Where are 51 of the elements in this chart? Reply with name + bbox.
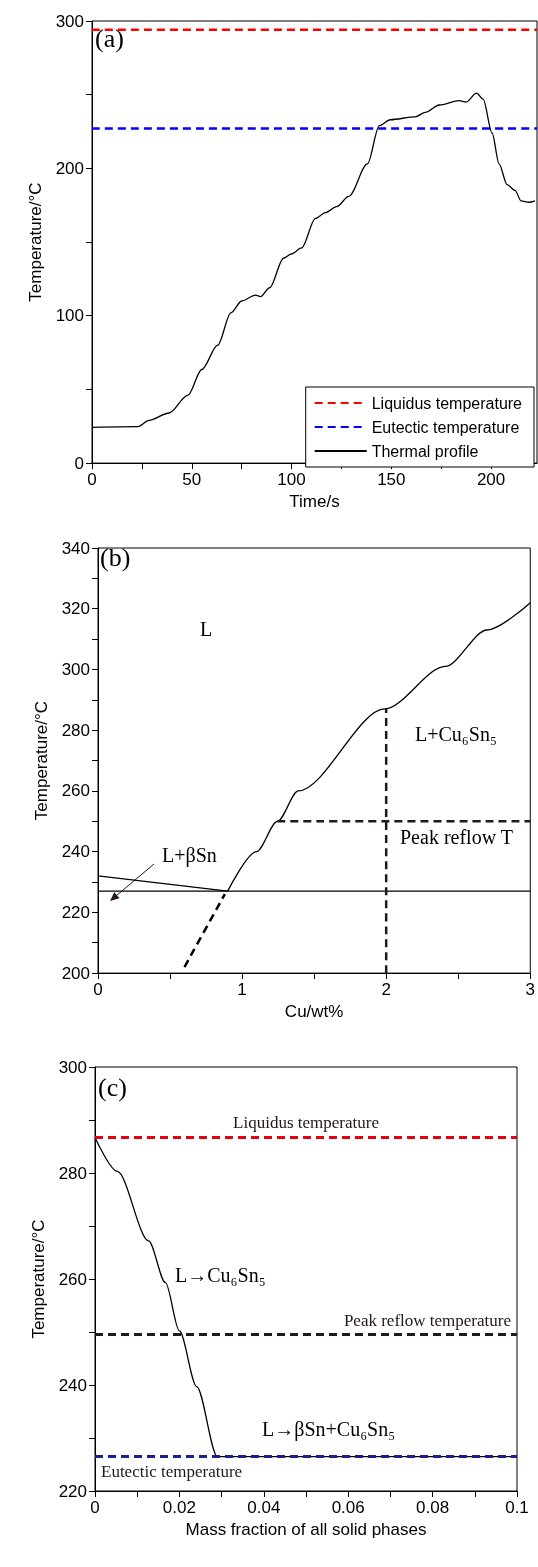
y-tick-label: 220 [58,1481,87,1501]
y-tick-label: 300 [55,11,84,31]
legend-label: Liquidus temperature [371,394,523,412]
ref-line-label: Peak reflow temperature [343,1310,511,1330]
x-tick-label: 0.08 [416,1498,450,1517]
x-tick-label: 0 [93,980,103,1000]
y-tick-label: 320 [61,599,90,619]
annotation: L→βSn+Cu₆Sn₅ [262,1418,396,1441]
y-tick-label: 300 [61,659,90,679]
y-tick-label: 300 [58,1057,87,1077]
y-tick-label: 280 [58,1163,87,1183]
annotation: L+Cu₆Sn₅ [415,723,497,745]
y-axis-title: Temperature/°C [32,700,51,821]
y-tick-label: 340 [61,538,90,558]
y-tick-label: 220 [61,902,90,922]
x-axis-title: Time/s [289,492,340,511]
x-axis-title: Mass fraction of all solid phases [185,1519,427,1539]
x-tick-label: 50 [182,470,202,490]
x-axis-title: Cu/wt% [284,1002,344,1021]
x-tick-label: 3 [525,980,536,1000]
y-axis-title: Temperature/°C [26,182,45,302]
annotation: L [200,618,213,640]
y-tick-label: 200 [61,963,90,983]
annotation: L+βSn [162,844,217,867]
x-tick-label: 100 [277,470,306,490]
legend-label: Eutectic temperature [371,418,520,436]
y-tick-label: 240 [61,842,90,862]
y-axis-title: Temperature/°C [29,1219,48,1339]
legend-label: Thermal profile [371,442,479,460]
x-tick-label: 0.06 [331,1498,365,1517]
x-tick-label: 150 [377,470,406,490]
ref-line-label: Eutectic temperature [101,1461,243,1481]
y-tick-label: 100 [55,306,84,326]
x-tick-label: 0.04 [247,1498,281,1517]
y-tick-label: 280 [61,720,90,740]
y-tick-label: 240 [58,1375,87,1395]
x-tick-label: 0.1 [505,1498,529,1517]
x-tick-label: 0.02 [162,1498,196,1517]
annotation: L→Cu₆Sn₅ [175,1264,266,1286]
annotation: Peak reflow T [400,826,513,848]
x-tick-label: 200 [476,470,506,490]
annotation: (a) [95,23,124,53]
y-tick-label: 200 [55,158,84,178]
x-tick-label: 1 [237,980,247,1000]
y-tick-label: 260 [61,781,90,801]
annotation: (b) [100,542,131,572]
ref-line-label: Liquidus temperature [233,1113,379,1133]
y-tick-label: 0 [74,453,84,473]
annotation: (c) [98,1072,127,1102]
y-tick-label: 260 [58,1269,87,1289]
x-tick-label: 2 [381,980,391,1000]
